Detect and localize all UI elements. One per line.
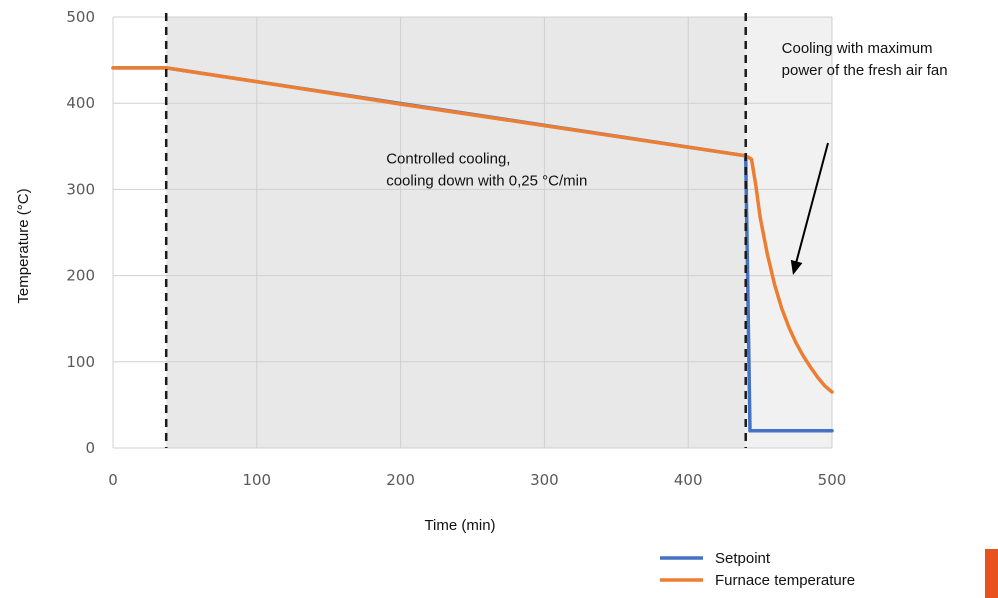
x-axis-title: Time (min)	[424, 517, 495, 534]
plot-area	[113, 17, 832, 448]
x-tick-label-200: 200	[386, 471, 415, 489]
brand-accent-bar	[985, 549, 998, 598]
y-axis-title: Temperature (°C)	[15, 188, 32, 303]
x-tick-label-0: 0	[108, 471, 118, 489]
x-tick-label-500: 500	[818, 471, 847, 489]
legend: Setpoint Furnace temperature	[660, 550, 855, 589]
shaded-phase-1	[166, 17, 746, 448]
phase-markers	[164, 13, 747, 448]
annotation-2-line-1: Cooling with maximum	[782, 40, 933, 57]
annotation-1-line-2: cooling down with 0,25 °C/min	[386, 173, 587, 190]
y-tick-label-500: 500	[66, 8, 95, 26]
y-tick-label-0: 0	[85, 439, 95, 457]
annotation-arrow-head	[790, 259, 803, 275]
x-tick-label-300: 300	[530, 471, 559, 489]
annotation-arrow-line	[794, 142, 829, 268]
gridlines	[112, 16, 833, 449]
x-tick-label-400: 400	[674, 471, 703, 489]
legend-label-setpoint: Setpoint	[715, 550, 771, 567]
annotations: Controlled cooling, cooling down with 0,2…	[386, 40, 948, 275]
legend-label-furnace-temperature: Furnace temperature	[715, 572, 855, 589]
annotation-1-line-1: Controlled cooling,	[386, 151, 510, 168]
y-tick-label-300: 300	[66, 180, 95, 198]
y-tick-label-100: 100	[66, 353, 95, 371]
tick-labels: 0 100 200 300 400 500 0 100 200 300 400 500	[66, 8, 846, 489]
shaded-phase-2	[745, 17, 832, 448]
y-tick-label-200: 200	[66, 267, 95, 285]
series-line-furnace-temperature	[111, 66, 834, 394]
annotation-2-line-2: power of the fresh air fan	[782, 62, 948, 79]
y-tick-label-400: 400	[66, 94, 95, 112]
x-tick-label-100: 100	[242, 471, 271, 489]
